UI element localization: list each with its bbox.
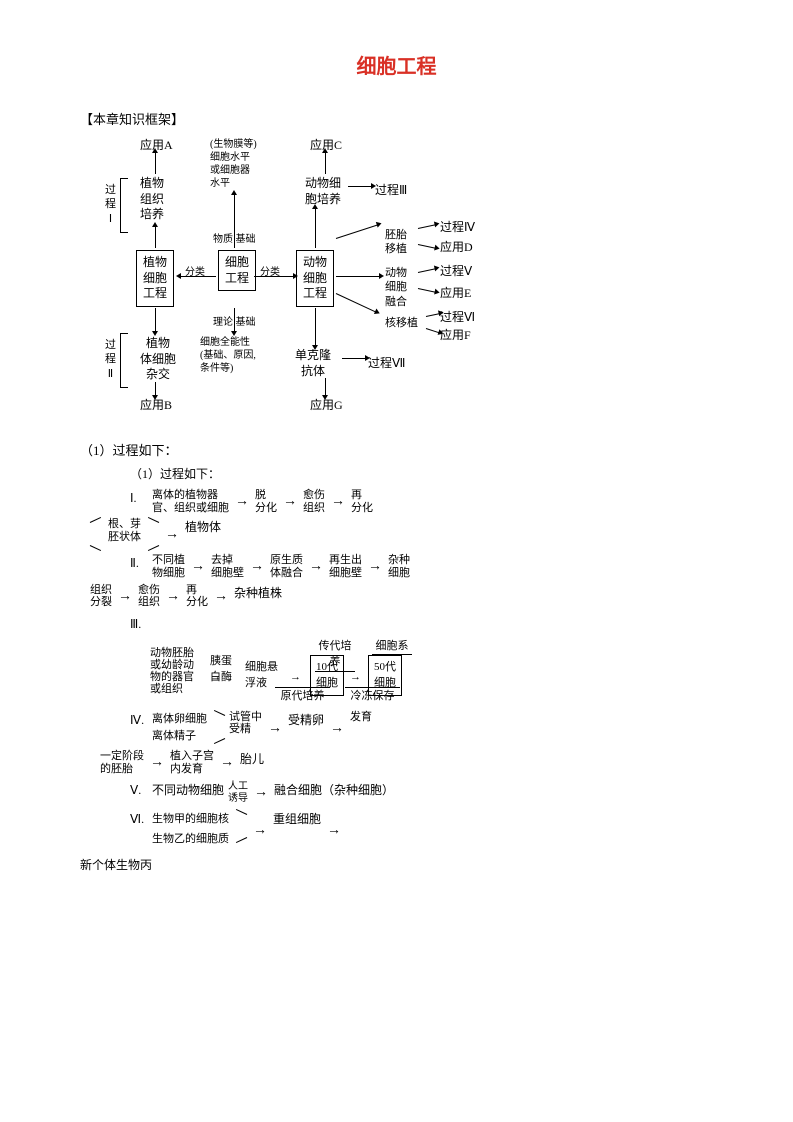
node-proc2: 过程Ⅱ	[105, 338, 116, 381]
process-body: （1）过程如下： Ⅰ. 离体的植物器官、组织或细胞 → 脱分化 → 愈伤组织 →…	[130, 465, 713, 850]
merge-icon	[145, 518, 159, 550]
knowledge-framework-diagram: 应用A 植物组织培养 植物细胞工程 植物体细胞杂交 应用B 过程Ⅰ 过程Ⅱ (生…	[110, 138, 590, 428]
step-3-label: Ⅲ.	[130, 615, 713, 633]
node-plant-somatic: 植物体细胞杂交	[140, 336, 176, 383]
node-nuclear: 核移植	[385, 316, 418, 330]
step-1b: 根、芽胚状体 → 植物体	[90, 518, 713, 550]
step-1: Ⅰ. 离体的植物器官、组织或细胞 → 脱分化 → 愈伤组织 → 再分化	[130, 489, 713, 514]
node-proc6: 过程Ⅵ	[440, 310, 475, 326]
node-proc5: 过程Ⅴ	[440, 264, 472, 280]
merge-icon	[233, 810, 247, 842]
node-celltotal: 细胞全能性(基础、原因,条件等)	[200, 336, 256, 375]
node-proc1: 过程Ⅰ	[105, 183, 116, 226]
brace-icon	[120, 178, 128, 233]
node-animal-culture: 动物细胞培养	[305, 176, 341, 207]
page-title: 细胞工程	[80, 50, 713, 79]
node-embryo: 胚胎移植	[385, 228, 407, 257]
node-app-d: 应用D	[440, 240, 473, 256]
node-app-b: 应用B	[140, 398, 172, 414]
node-proc7: 过程Ⅶ	[368, 356, 405, 372]
step-2b: 组织分裂→ 愈伤组织→ 再分化→ 杂种植株	[90, 584, 713, 609]
merge-icon	[211, 711, 225, 743]
brace-icon	[120, 333, 128, 388]
node-app-g: 应用G	[310, 398, 343, 414]
node-animal-eng: 动物细胞工程	[296, 250, 334, 307]
process-label-2: （1）过程如下：	[130, 465, 713, 483]
node-cell-eng: 细胞工程	[218, 250, 256, 291]
step-6-out: 新个体生物丙	[80, 856, 713, 873]
section-heading: 【本章知识框架】	[80, 109, 713, 128]
step-4b: 一定阶段的胚胎→ 植入子宫内发育→ 胎儿	[100, 750, 713, 775]
node-biolevel: (生物膜等)细胞水平或细胞器水平	[210, 138, 257, 190]
step-6: Ⅵ. 生物甲的细胞核 生物乙的细胞质 → 重组细胞 →	[130, 810, 713, 850]
node-fusion: 动物细胞融合	[385, 266, 407, 309]
node-classify1: 分类	[185, 266, 205, 279]
node-mono-ab: 单克隆抗体	[295, 348, 331, 379]
split-icon	[90, 518, 104, 550]
node-proc3: 过程Ⅲ	[375, 183, 407, 199]
node-plant-culture: 植物组织培养	[140, 176, 164, 223]
step-5: Ⅴ. 不同动物细胞 人工诱导→ 融合细胞（杂种细胞）	[130, 781, 713, 804]
node-classify2: 分类	[260, 266, 280, 279]
node-plant-eng: 植物细胞工程	[136, 250, 174, 307]
node-app-e: 应用E	[440, 286, 471, 302]
process-label: （1）过程如下：	[80, 440, 713, 459]
node-app-f: 应用F	[440, 328, 471, 344]
step-3: 动物胚胎或幼龄动物的器官或组织 胰蛋白酶 → 细胞悬浮液 → 10代细胞 → 5…	[150, 633, 550, 703]
step-2: Ⅱ. 不同植物细胞→ 去掉细胞壁→ 原生质体融合→ 再生出细胞壁→ 杂种细胞	[130, 554, 713, 579]
node-proc4: 过程Ⅳ	[440, 220, 475, 236]
step-4: Ⅳ. 离体卵细胞 离体精子 试管中受精→ 受精卵→ 发育	[130, 711, 713, 746]
